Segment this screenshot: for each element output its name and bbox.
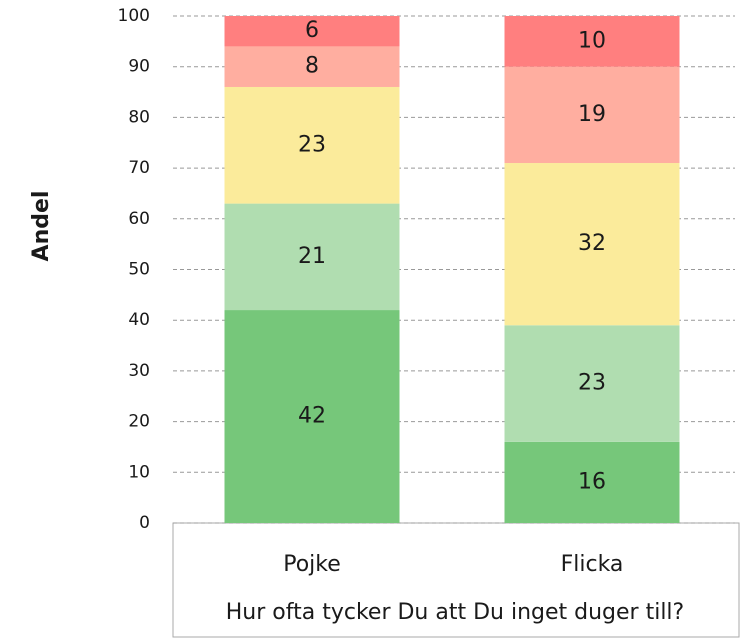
- data-label: 23: [298, 132, 326, 157]
- y-tick-label: 50: [128, 260, 150, 280]
- y-tick-label: 20: [128, 412, 150, 432]
- bar-segment: [224, 16, 400, 47]
- data-label: 8: [305, 54, 319, 79]
- data-label: 10: [578, 28, 606, 53]
- data-label: 6: [305, 18, 319, 43]
- data-label: 32: [578, 231, 606, 256]
- x-tick-label: Flicka: [561, 552, 624, 577]
- y-tick-label: 70: [128, 158, 150, 178]
- y-tick-label: 90: [128, 57, 150, 77]
- data-label: 16: [578, 469, 606, 494]
- y-tick-label: 0: [139, 513, 150, 533]
- bar-segment: [504, 16, 680, 67]
- bar-segment: [224, 310, 400, 523]
- data-label: 23: [578, 371, 606, 396]
- bar-segment: [224, 46, 400, 87]
- y-tick-label: 30: [128, 361, 150, 381]
- data-label: 21: [298, 244, 326, 269]
- bar-segment: [504, 66, 680, 164]
- y-tick-label: 60: [128, 209, 150, 229]
- bar-segment: [504, 163, 680, 326]
- data-label: 42: [298, 404, 326, 429]
- y-tick-label: 40: [128, 310, 150, 330]
- y-tick-label: 10: [128, 462, 150, 482]
- y-tick-label: 100: [118, 6, 150, 26]
- y-axis-label: Andel: [29, 191, 54, 262]
- x-axis-label: Hur ofta tycker Du att Du inget duger ti…: [226, 600, 684, 625]
- y-tick-label: 80: [128, 107, 150, 127]
- data-label: 19: [578, 102, 606, 127]
- bar-segment: [224, 203, 400, 311]
- bar-segment: [504, 325, 680, 442]
- bar-segment: [504, 441, 680, 523]
- bar-segment: [224, 86, 400, 204]
- x-tick-label: Pojke: [283, 552, 341, 577]
